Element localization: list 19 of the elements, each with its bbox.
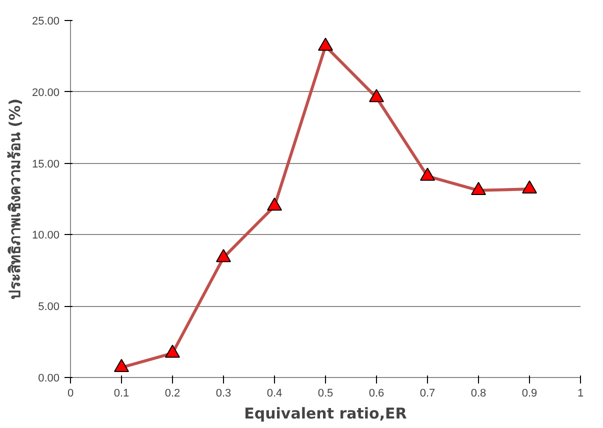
y-tick-label: 15.00 [32,158,60,170]
x-tick-label: 0.5 [318,388,334,400]
x-tick-label: 0.1 [114,388,130,400]
x-tick-label: 0.8 [470,388,486,400]
x-tick-label: 1 [577,388,584,400]
x-tick-label: 0.9 [522,388,538,400]
x-tick-label: 0.6 [368,388,384,400]
x-tick-label: 0.2 [164,388,180,400]
y-tick-label: 0.00 [38,372,60,384]
y-tick-label: 20.00 [32,86,60,99]
x-tick-label: 0.4 [266,388,282,400]
y-tick-label: 10.00 [32,230,60,242]
x-tick-label: 0 [67,388,74,400]
y-axis-title: ประสิทธิภาพเชิงความร้อน (%) [6,98,24,300]
x-tick-label: 0.3 [216,388,232,400]
y-tick-label: 25.00 [32,16,60,28]
y-tick-label: 5.00 [38,301,60,314]
x-tick-label: 0.7 [420,388,436,400]
x-axis-title: Equivalent ratio,ER [244,404,408,422]
